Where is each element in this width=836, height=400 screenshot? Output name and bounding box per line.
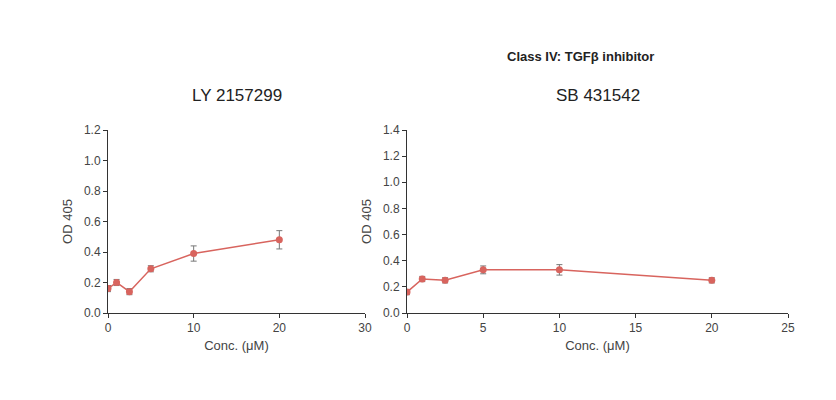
svg-text:0.2: 0.2 xyxy=(383,280,400,294)
svg-text:OD 405: OD 405 xyxy=(60,199,75,244)
svg-text:0.8: 0.8 xyxy=(84,184,101,198)
svg-text:0: 0 xyxy=(404,321,411,335)
svg-text:5: 5 xyxy=(480,321,487,335)
svg-text:OD 405: OD 405 xyxy=(359,199,374,244)
svg-text:1.2: 1.2 xyxy=(84,123,101,137)
svg-text:0.6: 0.6 xyxy=(383,228,400,242)
svg-text:0.0: 0.0 xyxy=(383,306,400,320)
svg-text:LY 2157299: LY 2157299 xyxy=(192,86,282,105)
svg-text:20: 20 xyxy=(705,321,719,335)
svg-text:SB 431542: SB 431542 xyxy=(556,86,640,105)
svg-text:30: 30 xyxy=(358,321,372,335)
svg-text:0: 0 xyxy=(105,321,112,335)
svg-text:0.8: 0.8 xyxy=(383,202,400,216)
svg-text:15: 15 xyxy=(629,321,643,335)
svg-text:1.2: 1.2 xyxy=(383,149,400,163)
svg-text:0.6: 0.6 xyxy=(84,215,101,229)
svg-text:0.0: 0.0 xyxy=(84,306,101,320)
svg-text:0.2: 0.2 xyxy=(84,276,101,290)
svg-text:10: 10 xyxy=(187,321,201,335)
svg-text:0.4: 0.4 xyxy=(84,245,101,259)
svg-text:Conc. (μM): Conc. (μM) xyxy=(565,338,630,353)
svg-text:1.0: 1.0 xyxy=(84,154,101,168)
svg-text:20: 20 xyxy=(273,321,287,335)
svg-text:1.4: 1.4 xyxy=(383,123,400,137)
svg-text:1.0: 1.0 xyxy=(383,175,400,189)
svg-text:Conc. (μM): Conc. (μM) xyxy=(204,338,269,353)
svg-text:10: 10 xyxy=(553,321,567,335)
svg-text:Class IV: TGFβ inhibitor: Class IV: TGFβ inhibitor xyxy=(507,49,654,64)
svg-text:25: 25 xyxy=(781,321,795,335)
svg-text:0.4: 0.4 xyxy=(383,254,400,268)
